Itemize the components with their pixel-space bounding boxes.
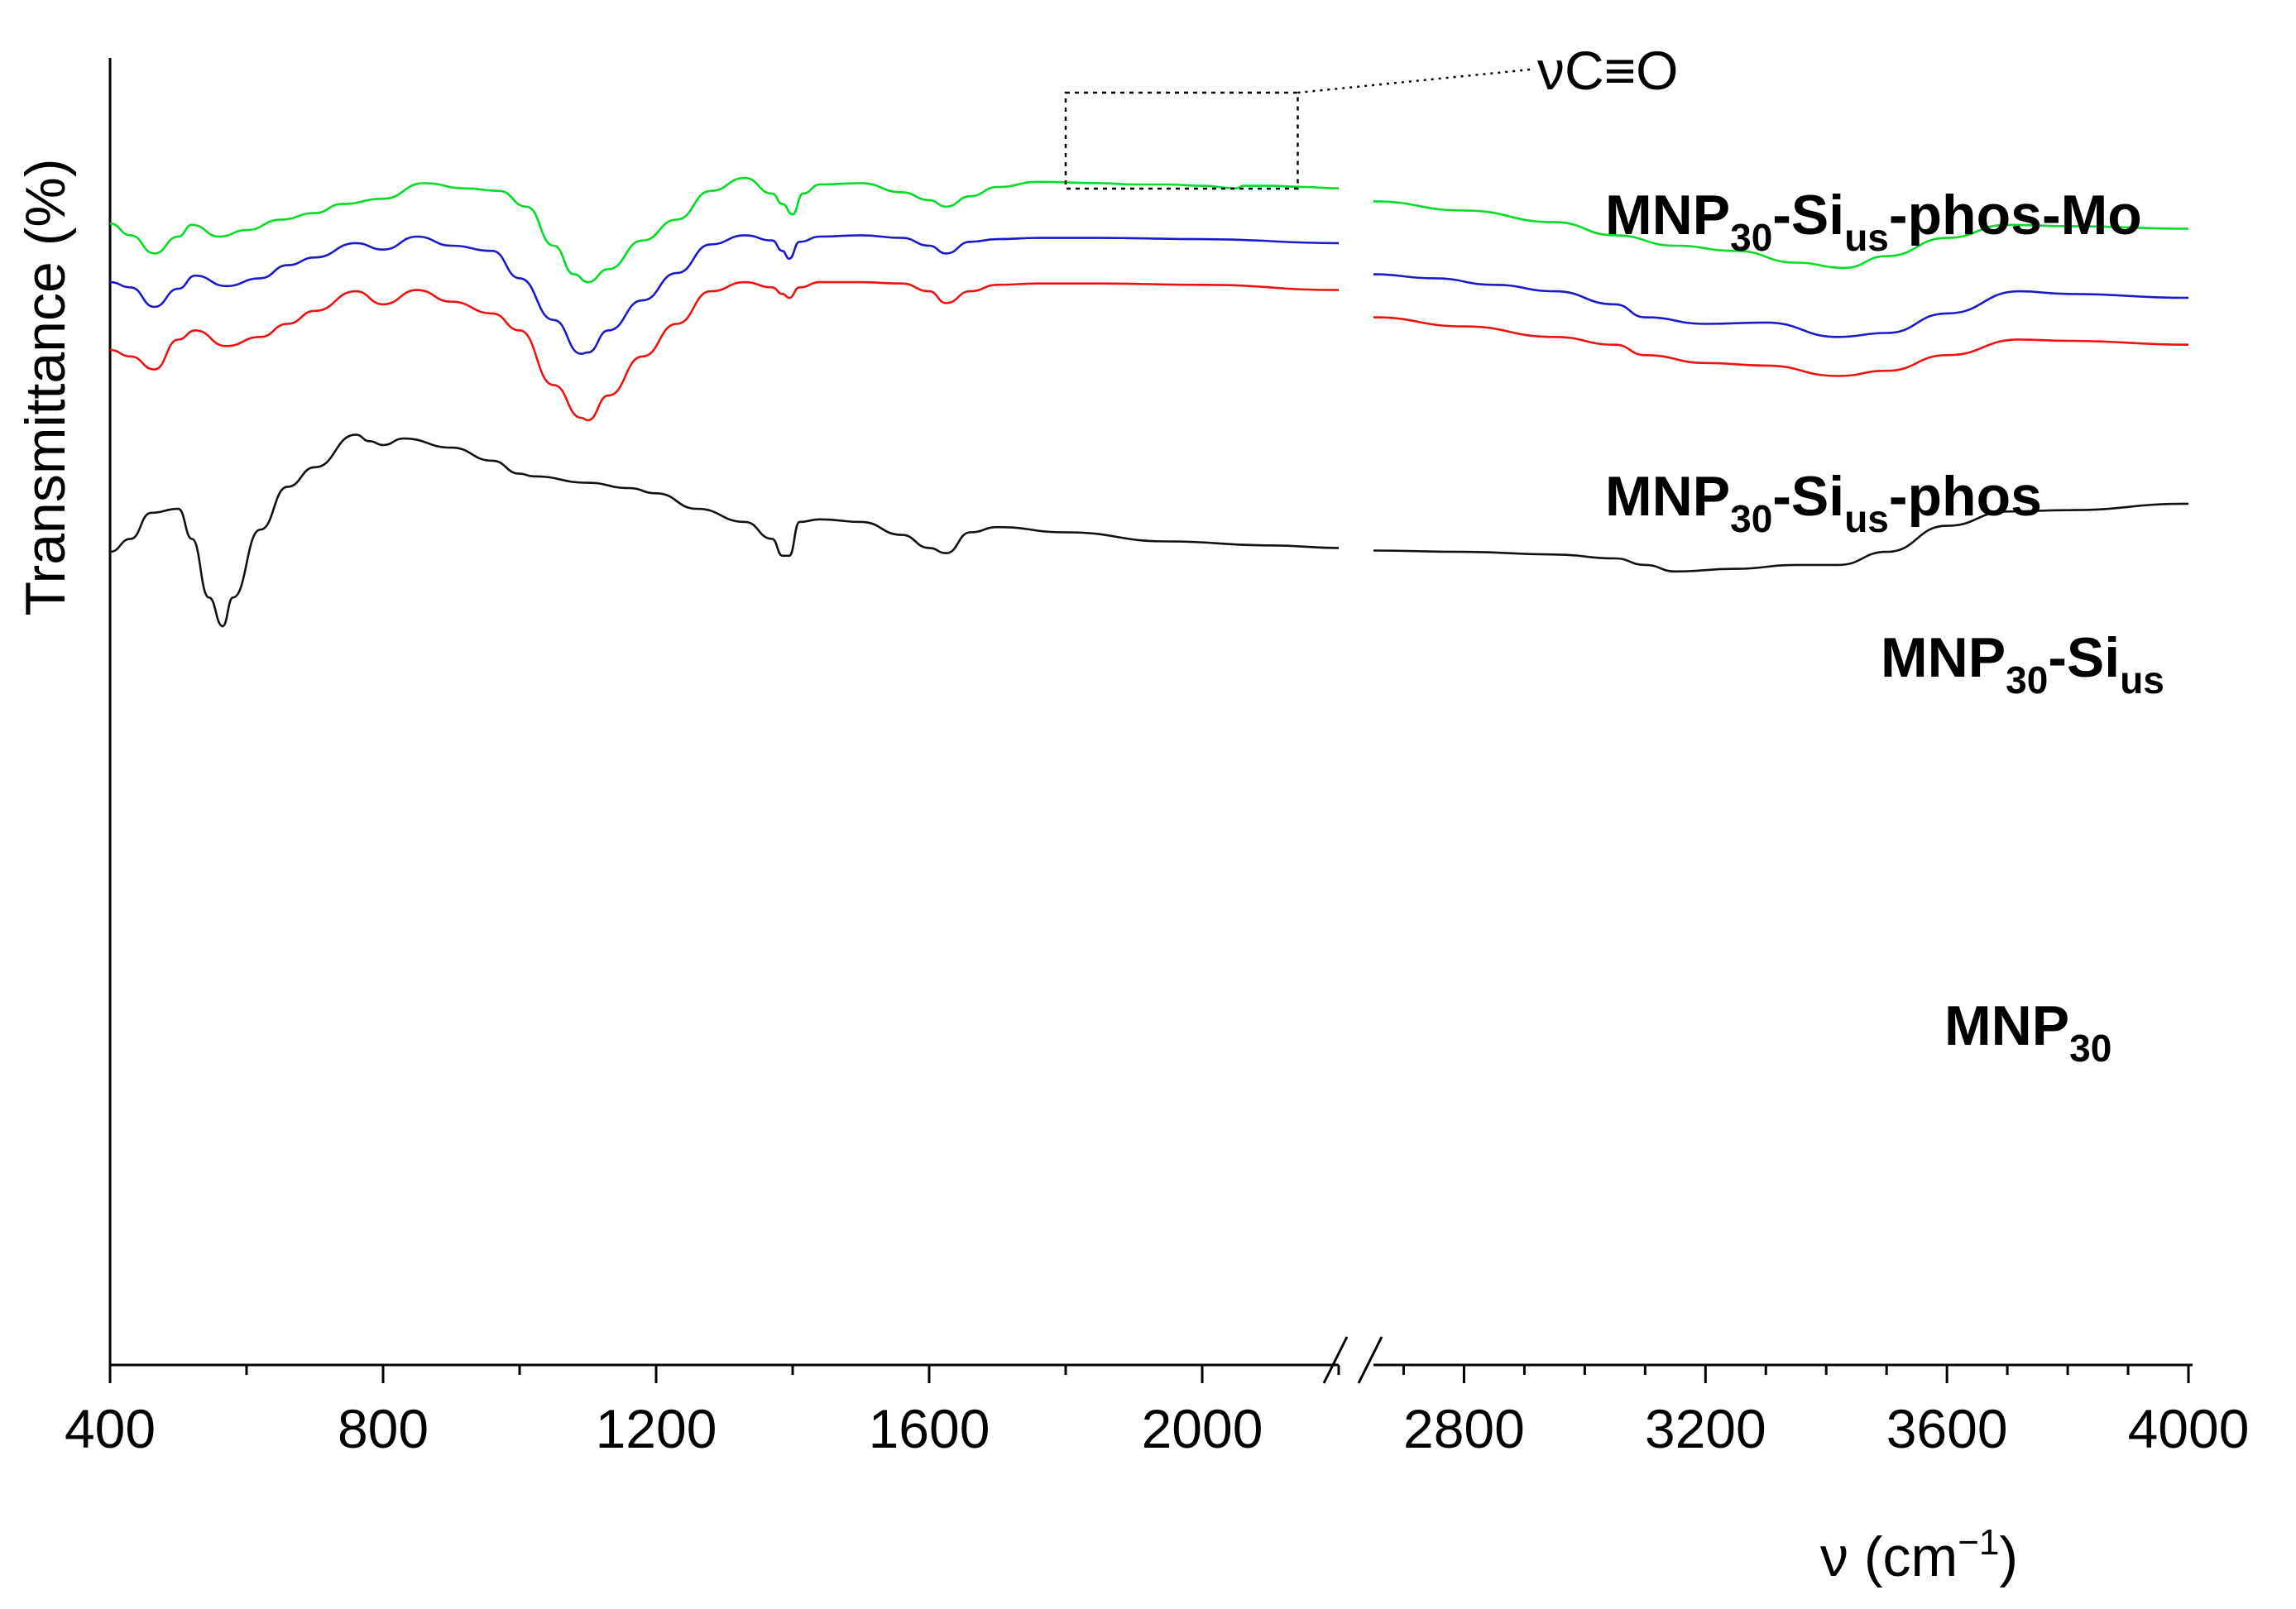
spectrum-mnp30-sius-phos-mo-high-range	[1373, 200, 2189, 270]
x-tick-label: 4000	[2128, 1398, 2250, 1459]
axis-break-mark	[1357, 1336, 1383, 1384]
label-mnp30-sius-phos: MNP30-Sius-phos	[1605, 465, 2042, 540]
co-stretch-annotation-label: νC≡O	[1537, 40, 1679, 101]
x-axis-title-symbol: ν	[1820, 1525, 1848, 1588]
x-tick-label: 2000	[1142, 1398, 1263, 1459]
spectrum-mnp30-sius-phos-high-range	[1373, 273, 2189, 338]
axis-break-mark	[1322, 1336, 1349, 1384]
spectrum-mnp30-sius-phos-low-range	[109, 234, 1340, 355]
spectrum-mnp30-sius-low-range	[109, 280, 1340, 422]
x-ticks	[108, 1365, 2190, 1383]
x-tick-labels: 400 800 1200 1600 2000 2800 3200 3600 4000	[65, 1398, 2249, 1459]
spectrum-mnp30-sius-phos-mo-low-range	[109, 176, 1340, 284]
spectrum-mnp30-low-range	[109, 433, 1340, 628]
spectrum-mnp30-high-range	[1373, 502, 2189, 573]
x-tick-label: 1200	[596, 1398, 717, 1459]
x-axis-title-exponent: −1	[1958, 1522, 1999, 1563]
spectrum-mnp30-sius-high-range	[1373, 316, 2189, 377]
label-mnp30-sius-phos-mo: MNP30-Sius-phos-Mo	[1605, 184, 2142, 259]
label-mnp30-sius: MNP30-Sius	[1881, 626, 2164, 702]
x-tick-label: 3600	[1886, 1398, 2008, 1459]
x-tick-label: 800	[338, 1398, 429, 1459]
x-tick-label: 2800	[1403, 1398, 1525, 1459]
x-tick-label: 1600	[869, 1398, 990, 1459]
x-tick-label: 3200	[1645, 1398, 1766, 1459]
co-stretch-annotation-box	[1064, 91, 1299, 190]
spectra	[109, 176, 2189, 628]
x-axis-title: ν (cm−1)	[1820, 1522, 2018, 1588]
x-tick-label: 400	[65, 1398, 156, 1459]
label-mnp30: MNP30	[1944, 994, 2111, 1070]
co-stretch-annotation-leader	[1297, 68, 1531, 94]
x-axis-title-unit: cm	[1883, 1525, 1958, 1588]
y-axis-title: Transmittance (%)	[14, 159, 77, 616]
